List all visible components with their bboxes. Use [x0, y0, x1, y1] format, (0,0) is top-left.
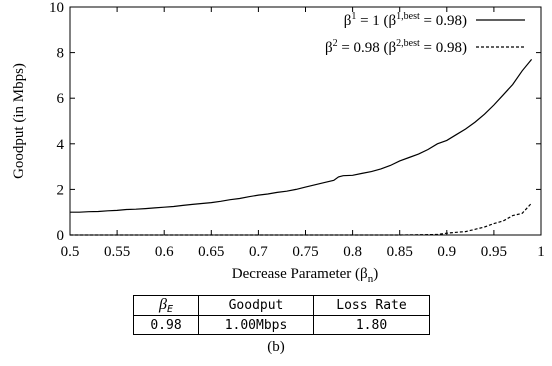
y-tick-label: 4 — [57, 137, 65, 153]
x-tick-label: 0.8 — [343, 244, 362, 260]
loss-rate-header: Loss Rate — [313, 295, 430, 316]
y-tick-label: 8 — [57, 46, 65, 62]
y-tick-label: 0 — [57, 228, 65, 244]
loss-rate-value: 1.80 — [313, 315, 430, 335]
series-line-1 — [70, 59, 533, 213]
stats-header-row: βE Goodput Loss Rate — [133, 295, 430, 316]
y-axis-title: Goodput (in Mbps) — [11, 63, 27, 179]
figure-caption: (b) — [267, 339, 285, 355]
x-tick-label: 0.75 — [292, 244, 318, 260]
x-tick-label: 0.85 — [387, 244, 413, 260]
y-tick-label: 10 — [49, 0, 64, 16]
y-tick-label: 2 — [57, 182, 65, 198]
x-tick-label: 0.95 — [481, 244, 507, 260]
x-axis-title: Decrease Parameter (βn) — [232, 266, 378, 285]
stats-value-row: 0.98 1.00Mbps 1.80 — [133, 315, 430, 335]
x-tick-label: 0.6 — [155, 244, 174, 260]
legend: β1 = 1 (β1,best = 0.98) β2 = 0.98 (β2,bes… — [325, 11, 525, 56]
x-tick-label: 0.55 — [104, 244, 130, 260]
beta-header: βE — [133, 295, 199, 316]
legend-label-1: β1 = 1 (β1,best = 0.98) — [344, 11, 467, 29]
series-line-2 — [70, 202, 533, 236]
y-tick-label: 6 — [57, 91, 65, 107]
series-layer — [70, 59, 533, 236]
x-tick-label: 0.65 — [198, 244, 224, 260]
legend-label-2: β2 = 0.98 (β2,best = 0.98) — [325, 38, 467, 56]
goodput-value: 1.00Mbps — [198, 315, 314, 335]
x-tick-label: 0.5 — [61, 244, 80, 260]
goodput-chart: 0.5 0.55 0.6 0.65 0.7 0.75 0.8 0.85 0.9 0.95 10246… — [11, 0, 545, 285]
plot-frame — [69, 6, 542, 236]
goodput-header: Goodput — [198, 295, 314, 316]
x-tick-label: 0.7 — [249, 244, 268, 260]
x-tick-label: 1 — [537, 244, 545, 260]
stats-table: βE Goodput Loss Rate 0.98 1.00Mbps 1.80 — [133, 295, 430, 335]
x-tick-label: 0.9 — [437, 244, 456, 260]
beta-value: 0.98 — [133, 315, 199, 335]
axis-ticks: 0.5 0.55 0.6 0.65 0.7 0.75 0.8 0.85 0.9 0.95 10246… — [49, 0, 545, 260]
